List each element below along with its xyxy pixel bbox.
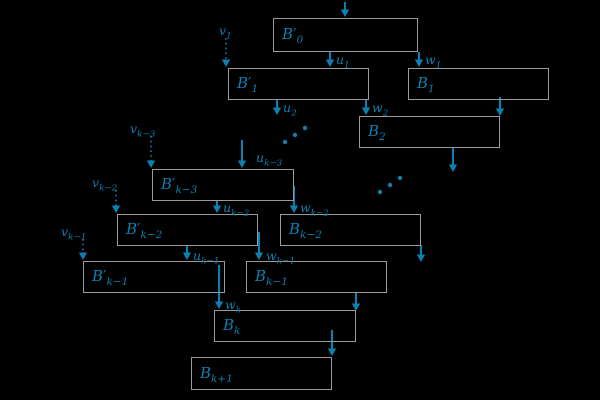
- block-b3p: [152, 169, 294, 201]
- block-bk1: [246, 261, 387, 293]
- ellipsis-dots: [282, 125, 308, 145]
- block-label-b0p: B′0: [282, 25, 304, 46]
- solid-arrow: [351, 292, 361, 311]
- solid-arrow: [448, 147, 458, 172]
- solid-arrow: [416, 245, 426, 262]
- dotted-arrow: [221, 38, 231, 67]
- edge-label-wk2: wk−2: [300, 200, 329, 219]
- block-label-bk11: Bk+1: [200, 363, 233, 385]
- block-b2p: [117, 214, 258, 246]
- edge-label-u1: u1: [336, 52, 350, 71]
- block-label-b3p: B′k−3: [161, 175, 198, 196]
- block-bk2: [280, 214, 421, 246]
- dotted-arrow: [111, 190, 121, 213]
- edge-label-w1: w1: [425, 52, 442, 71]
- block-bk11: [191, 357, 332, 390]
- solid-arrow: [414, 52, 424, 67]
- solid-arrow: [254, 232, 264, 260]
- solid-arrow: [212, 200, 222, 213]
- edge-label-vk2: vk−2: [92, 175, 118, 194]
- block-label-b1pm: B′k−1: [92, 267, 129, 288]
- solid-arrow: [327, 330, 337, 356]
- block-b1p: [228, 68, 369, 100]
- edge-label-uk1: uk−1: [193, 248, 220, 267]
- block-label-bk: Bk: [223, 316, 241, 337]
- solid-arrow: [289, 186, 299, 213]
- edge-label-wk: wk: [225, 297, 242, 316]
- block-label-b1p: B′1: [237, 74, 259, 95]
- edge-label-u2: u2: [283, 100, 297, 119]
- edge-label-uk2: uk−2: [223, 200, 250, 219]
- dotted-arrow: [146, 136, 156, 168]
- solid-arrow: [340, 2, 350, 17]
- solid-arrow: [272, 100, 282, 115]
- block-b2: [359, 116, 500, 148]
- solid-arrow: [325, 52, 335, 67]
- edge-label-w2: w2: [372, 100, 389, 119]
- edge-label-vk3: vk−3: [130, 121, 156, 140]
- block-bk: [214, 310, 356, 342]
- solid-arrow: [214, 265, 224, 309]
- block-label-bk2: Bk−2: [289, 220, 322, 241]
- solid-arrow: [237, 140, 247, 168]
- edge-label-uk3: uk−3: [256, 150, 283, 169]
- block-b1pm: [83, 261, 225, 293]
- edge-label-v1: v1: [219, 23, 232, 42]
- edge-label-wk1: wk−1: [266, 248, 295, 267]
- solid-arrow: [182, 246, 192, 260]
- ellipsis-dots: [377, 175, 403, 195]
- block-label-b2: B2: [368, 122, 386, 143]
- block-label-bk1: Bk−1: [255, 267, 288, 288]
- edge-label-vk1: vk−1: [61, 224, 87, 243]
- dotted-arrow: [78, 239, 88, 260]
- block-label-b1: B1: [417, 74, 435, 95]
- block-b1: [408, 68, 549, 100]
- solid-arrow: [361, 100, 371, 115]
- block-b0p: [273, 18, 418, 52]
- block-label-b2p: B′k−2: [126, 220, 163, 241]
